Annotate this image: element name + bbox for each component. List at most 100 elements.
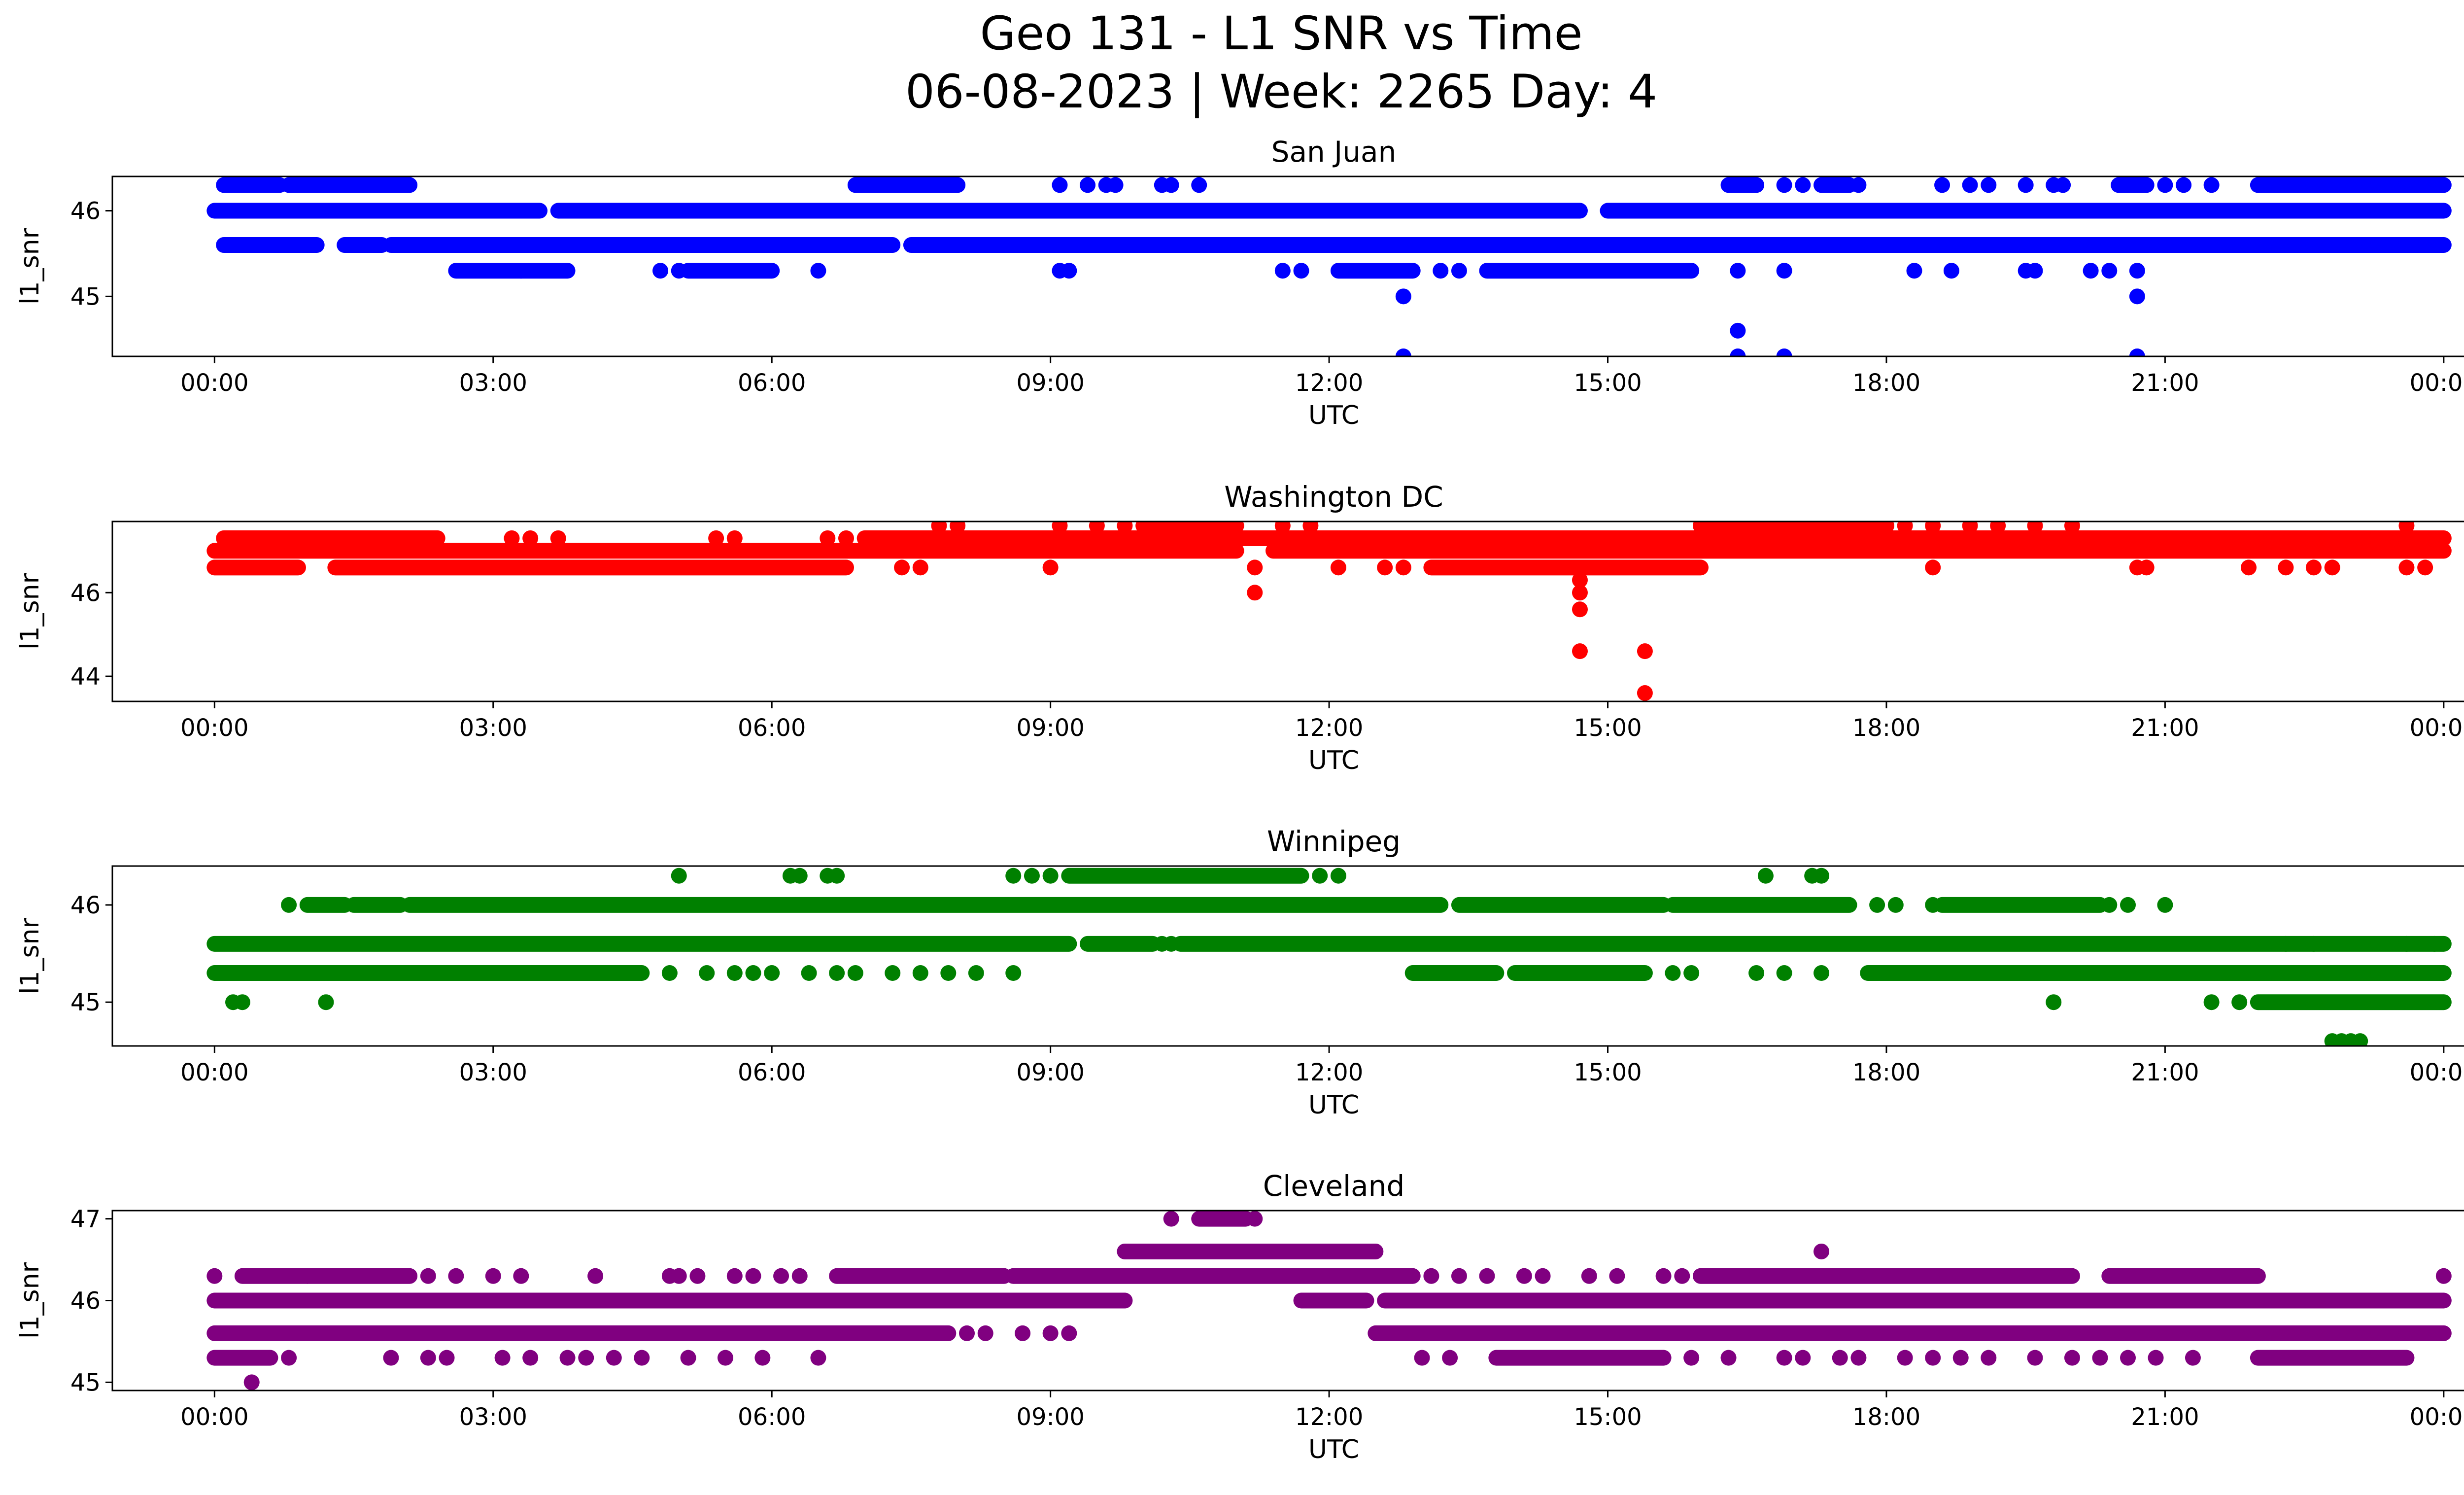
data-point: [1042, 559, 1059, 576]
data-point: [1330, 559, 1346, 576]
data-point: [745, 1268, 761, 1284]
data-point: [1850, 1350, 1867, 1366]
data-point: [1377, 559, 1393, 576]
x-tick-label: 06:00: [738, 714, 806, 742]
data-point: [1274, 263, 1291, 279]
data-point: [671, 868, 687, 884]
data-point: [2101, 897, 2118, 913]
data-point: [1581, 1268, 1597, 1284]
data-point: [2083, 263, 2099, 279]
data-point: [1850, 177, 1867, 193]
data-point: [1897, 1350, 1913, 1366]
y-axis-label: l1_snr: [15, 228, 45, 305]
data-point: [2064, 1350, 2080, 1366]
data-point: [1925, 897, 1941, 913]
data-point: [1442, 1350, 1458, 1366]
x-tick-label: 00:00: [2410, 369, 2464, 397]
data-point: [977, 1325, 993, 1341]
data-point: [2027, 522, 2043, 534]
data-point: [829, 965, 845, 981]
data-point: [699, 965, 715, 981]
data-point: [1395, 288, 1411, 305]
x-tick-label: 21:00: [2131, 369, 2199, 397]
data-point: [1990, 522, 2006, 534]
data-point: [764, 965, 780, 981]
data-point: [1887, 897, 1904, 913]
x-tick-label: 15:00: [1574, 714, 1642, 742]
data-point: [1720, 1350, 1737, 1366]
data-point: [2046, 994, 2062, 1010]
subplot-panels: San Juan 00:00 03:00 06:00 09:00 12:00 15:00 18…: [15, 135, 2464, 1464]
x-tick-label: 12:00: [1295, 1403, 1363, 1431]
data-point: [950, 522, 966, 534]
x-tick-label: 12:00: [1295, 714, 1363, 742]
x-tick-label: 00:00: [2410, 714, 2464, 742]
data-point: [1776, 965, 1792, 981]
data-point: [1609, 1268, 1625, 1284]
data-point: [1730, 263, 1746, 279]
data-point: [2352, 1033, 2368, 1046]
data-point: [1163, 177, 1179, 193]
y-tick-label: 46: [70, 892, 101, 919]
data-point: [1042, 1325, 1059, 1341]
data-point: [2129, 288, 2145, 305]
figure-title-line2: 06-08-2023 | Week: 2265 Day: 4: [905, 65, 1657, 119]
subplot-1: San Juan 00:00 03:00 06:00 09:00 12:00 15:00 18…: [15, 135, 2464, 430]
data-point: [838, 530, 854, 546]
data-point: [522, 530, 539, 546]
data-point: [773, 1268, 789, 1284]
data-point: [2305, 936, 2322, 952]
data-point: [1061, 1325, 1077, 1341]
x-tick-label: 03:00: [459, 1403, 527, 1431]
data-point: [1163, 1211, 1179, 1227]
x-tick-label: 09:00: [1016, 369, 1084, 397]
data-point: [726, 1268, 743, 1284]
data-point: [2435, 1268, 2452, 1284]
data-point: [1683, 1350, 1700, 1366]
data-point: [550, 530, 566, 546]
data-point: [801, 965, 817, 981]
data-point: [1925, 522, 1941, 534]
x-tick-label: 09:00: [1016, 1403, 1084, 1431]
x-tick-label: 09:00: [1016, 714, 1084, 742]
data-point: [2398, 559, 2415, 576]
x-tick-label: 15:00: [1574, 1403, 1642, 1431]
data-point: [1052, 522, 1068, 534]
data-point: [847, 965, 863, 981]
x-tick-label: 09:00: [1016, 1059, 1084, 1086]
data-point: [606, 1350, 622, 1366]
x-tick-label: 00:00: [180, 1403, 248, 1431]
y-tick-label: 44: [70, 663, 101, 691]
data-point: [1795, 177, 1811, 193]
y-tick-label: 46: [70, 579, 101, 607]
data-point: [1814, 868, 1830, 884]
data-point: [439, 1350, 455, 1366]
data-point: [717, 1350, 733, 1366]
data-point: [2129, 263, 2145, 279]
data-point: [931, 522, 947, 534]
data-point: [1005, 868, 1022, 884]
data-point: [1748, 965, 1765, 981]
data-point: [2157, 897, 2173, 913]
data-point: [2426, 936, 2442, 952]
y-tick-label: 46: [70, 198, 101, 225]
y-axis-label: l1_snr: [15, 917, 45, 994]
x-tick-label: 03:00: [459, 1059, 527, 1086]
data-point: [1730, 322, 1746, 339]
data-point: [2278, 559, 2294, 576]
data-point: [680, 1350, 696, 1366]
data-point: [420, 1350, 436, 1366]
data-point: [2148, 1350, 2164, 1366]
data-point: [1776, 1350, 1792, 1366]
data-points: [206, 1211, 2452, 1391]
data-point: [1163, 936, 1179, 952]
y-tick-label: 45: [70, 283, 101, 311]
data-point: [1572, 572, 1588, 588]
data-point: [1674, 1268, 1690, 1284]
x-tick-label: 00:00: [2410, 1059, 2464, 1086]
x-axis-label: UTC: [1308, 746, 1359, 775]
data-point: [1906, 263, 1922, 279]
subplot-4: Cleveland 00:00 03:00 06:00 09:00 12:00 15:00 1…: [15, 1169, 2464, 1464]
data-point: [1925, 559, 1941, 576]
